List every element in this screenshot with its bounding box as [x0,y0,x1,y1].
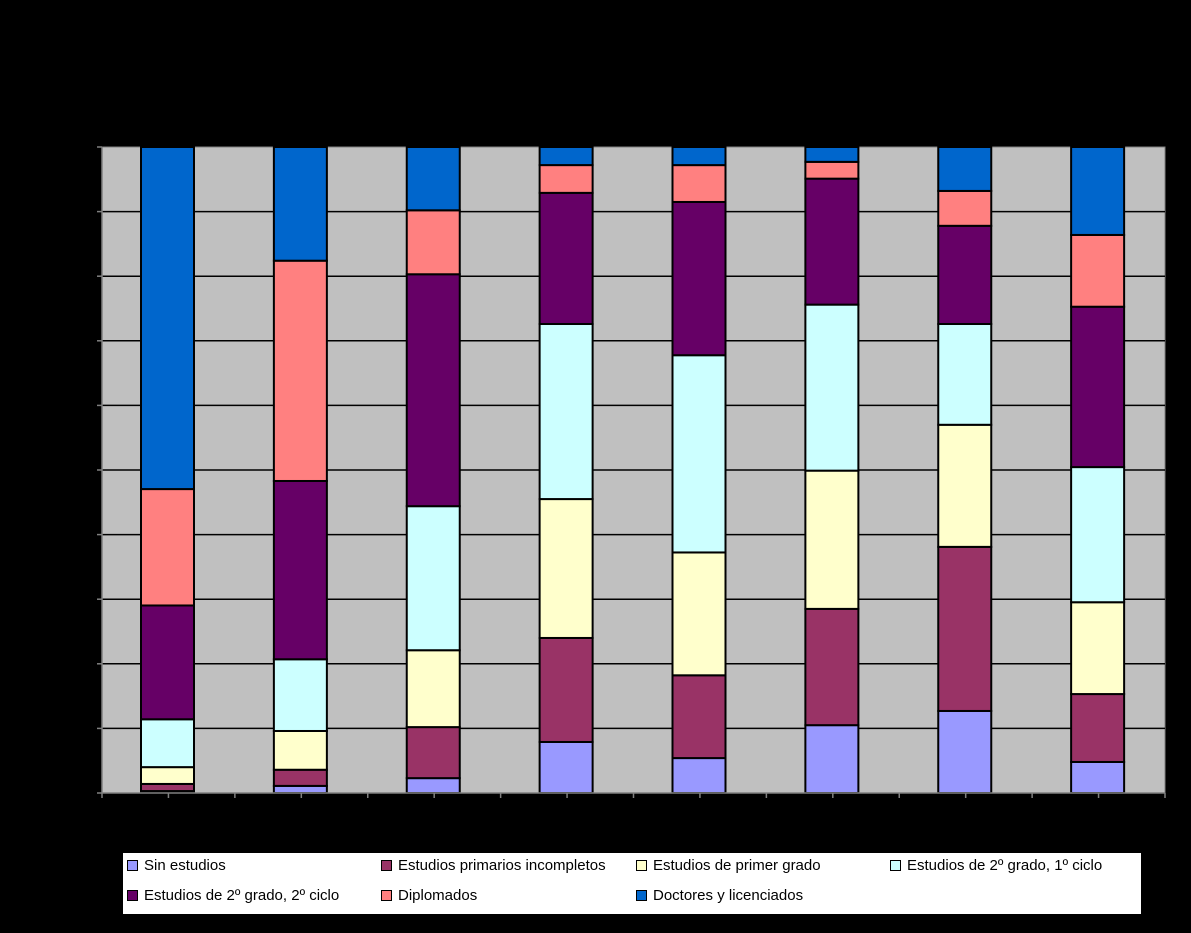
bar-segment [140,604,195,721]
legend-label: Estudios de primer grado [653,857,821,874]
legend-item: Estudios de 2º grado, 2º ciclo [127,887,339,904]
legend-label: Diplomados [398,887,478,904]
bar-segment [140,718,195,769]
bar-segment [272,146,328,262]
bar-segment [405,505,461,652]
bar-segment [804,724,860,794]
bar-segment [538,146,594,167]
bar-segment [538,323,594,501]
bar-segment [538,740,594,795]
bar-segment [937,224,993,326]
bar-stack [671,146,727,794]
bar-segment [272,259,328,482]
bar-segment [405,777,461,795]
bar-segment [1070,466,1126,604]
bar-stack [804,146,860,794]
legend-item: Estudios de primer grado [636,857,821,874]
legend-item: Sin estudios [127,857,226,874]
legend-item: Diplomados [381,887,477,904]
legend-swatch [381,890,392,901]
bar-segment [937,146,993,192]
bar-segment [671,354,727,554]
bar-segment [140,766,195,785]
bar-segment [1070,146,1126,236]
legend: Sin estudios Estudios primarios incomplet… [123,853,1141,914]
bar-segment [272,479,328,661]
legend-swatch [127,860,138,871]
bar-segment [671,674,727,760]
legend-label: Estudios de 2º grado, 2º ciclo [144,887,340,904]
bar-segment [804,146,860,163]
legend-swatch [127,890,138,901]
legend-label: Doctores y licenciados [653,887,804,904]
bar-stack [272,146,328,794]
bar-stack [538,146,594,795]
bar-segment [804,607,860,727]
bar-segment [405,649,461,729]
bar-segment [140,488,195,607]
legend-label: Estudios de 2º grado, 1º ciclo [907,857,1103,874]
axes [97,146,1166,798]
bar-stack [937,146,993,795]
bar-segment [405,273,461,508]
legend-label: Estudios primarios incompletos [398,857,606,874]
legend-swatch [636,860,647,871]
legend-item: Estudios primarios incompletos [381,857,606,874]
bar-segment [804,160,860,180]
bar-segment [937,323,993,426]
legend-swatch [636,890,647,901]
bar-segment [671,200,727,357]
bar-segment [538,191,594,326]
bar-segment [937,545,993,712]
bar-segment [140,146,195,491]
bar-segment [671,146,727,167]
bar-segment [937,423,993,548]
bar-segment [1070,601,1126,696]
bar-segment [272,729,328,771]
bar-segment [140,782,195,793]
legend-swatch [381,860,392,871]
legend-item: Estudios de 2º grado, 1º ciclo [890,857,1102,874]
bar-segment [538,164,594,194]
legend-label: Sin estudios [144,857,226,874]
bar-segment [1070,760,1126,794]
bar-segment [671,551,727,677]
bar-segment [804,177,860,306]
bar-segment [937,189,993,227]
bar-segment [272,784,328,794]
bar-segment [804,469,860,610]
bar-segment [272,768,328,787]
bar-segment [538,636,594,743]
bar-segment [1070,233,1126,308]
bar-segment [538,498,594,639]
bars [140,146,1126,795]
bar-segment [272,658,328,732]
bar-segment [804,303,860,472]
bar-segment [671,164,727,203]
bar-stack [1070,146,1126,794]
bar-segment [405,726,461,780]
bar-stack [405,146,461,795]
bar-segment [405,209,461,276]
bar-stack [140,146,195,794]
bar-segment [405,146,461,212]
bar-segment [1070,693,1126,763]
legend-swatch [890,860,901,871]
bar-segment [671,757,727,794]
bar-segment [1070,305,1126,469]
legend-item: Doctores y licenciados [636,887,803,904]
bar-segment [937,709,993,795]
